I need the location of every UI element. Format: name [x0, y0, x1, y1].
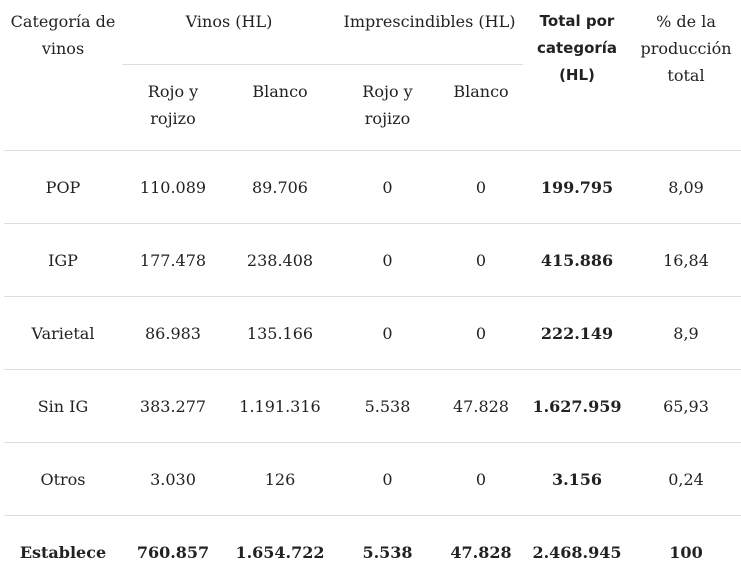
cell-wine-red: 110.089	[122, 151, 224, 224]
header-wines-white: Blanco	[224, 65, 336, 151]
cell-wine-white: 126	[224, 443, 336, 516]
cell-essentials-white: 0	[439, 297, 523, 370]
cell-category: POP	[4, 151, 122, 224]
wine-production-table: Categoría de vinos Vinos (HL) Imprescind…	[4, 0, 741, 588]
total-row: Establece 760.857 1.654.722 5.538 47.828…	[4, 516, 741, 588]
header-wines-group: Vinos (HL)	[122, 0, 336, 65]
cell-wine-red: 383.277	[122, 370, 224, 443]
cell-essentials-white: 0	[439, 224, 523, 297]
total-total: 2.468.945	[523, 516, 631, 588]
cell-category: Varietal	[4, 297, 122, 370]
header-percent-production: % de la producción total	[631, 0, 741, 151]
header-wines-red: Rojo y rojizo	[122, 65, 224, 151]
table-row: Sin IG 383.277 1.191.316 5.538 47.828 1.…	[4, 370, 741, 443]
header-essentials-white: Blanco	[439, 65, 523, 151]
cell-essentials-red: 0	[336, 443, 439, 516]
header-essentials-red: Rojo y rojizo	[336, 65, 439, 151]
cell-wine-red: 3.030	[122, 443, 224, 516]
total-essentials-white: 47.828	[439, 516, 523, 588]
header-essentials-group: Imprescindibles (HL)	[336, 0, 523, 65]
cell-essentials-white: 47.828	[439, 370, 523, 443]
cell-category: Otros	[4, 443, 122, 516]
cell-wine-white: 238.408	[224, 224, 336, 297]
cell-percent: 0,24	[631, 443, 741, 516]
cell-total: 1.627.959	[523, 370, 631, 443]
table-row: IGP 177.478 238.408 0 0 415.886 16,84	[4, 224, 741, 297]
cell-essentials-white: 0	[439, 151, 523, 224]
cell-wine-white: 1.191.316	[224, 370, 336, 443]
header-category: Categoría de vinos	[4, 0, 122, 151]
total-wine-red: 760.857	[122, 516, 224, 588]
total-category: Establece	[4, 516, 122, 588]
cell-wine-white: 135.166	[224, 297, 336, 370]
total-percent: 100	[631, 516, 741, 588]
cell-wine-red: 177.478	[122, 224, 224, 297]
cell-total: 3.156	[523, 443, 631, 516]
total-wine-white: 1.654.722	[224, 516, 336, 588]
cell-percent: 65,93	[631, 370, 741, 443]
cell-category: Sin IG	[4, 370, 122, 443]
cell-total: 415.886	[523, 224, 631, 297]
cell-essentials-red: 0	[336, 297, 439, 370]
cell-essentials-red: 0	[336, 224, 439, 297]
cell-category: IGP	[4, 224, 122, 297]
cell-total: 222.149	[523, 297, 631, 370]
table-row: Varietal 86.983 135.166 0 0 222.149 8,9	[4, 297, 741, 370]
table-row: Otros 3.030 126 0 0 3.156 0,24	[4, 443, 741, 516]
cell-percent: 8,09	[631, 151, 741, 224]
cell-wine-red: 86.983	[122, 297, 224, 370]
total-essentials-red: 5.538	[336, 516, 439, 588]
cell-essentials-red: 0	[336, 151, 439, 224]
table-row: POP 110.089 89.706 0 0 199.795 8,09	[4, 151, 741, 224]
cell-wine-white: 89.706	[224, 151, 336, 224]
cell-essentials-red: 5.538	[336, 370, 439, 443]
cell-total: 199.795	[523, 151, 631, 224]
cell-percent: 16,84	[631, 224, 741, 297]
cell-essentials-white: 0	[439, 443, 523, 516]
header-total-by-category: Total por categoría (HL)	[523, 0, 631, 151]
cell-percent: 8,9	[631, 297, 741, 370]
